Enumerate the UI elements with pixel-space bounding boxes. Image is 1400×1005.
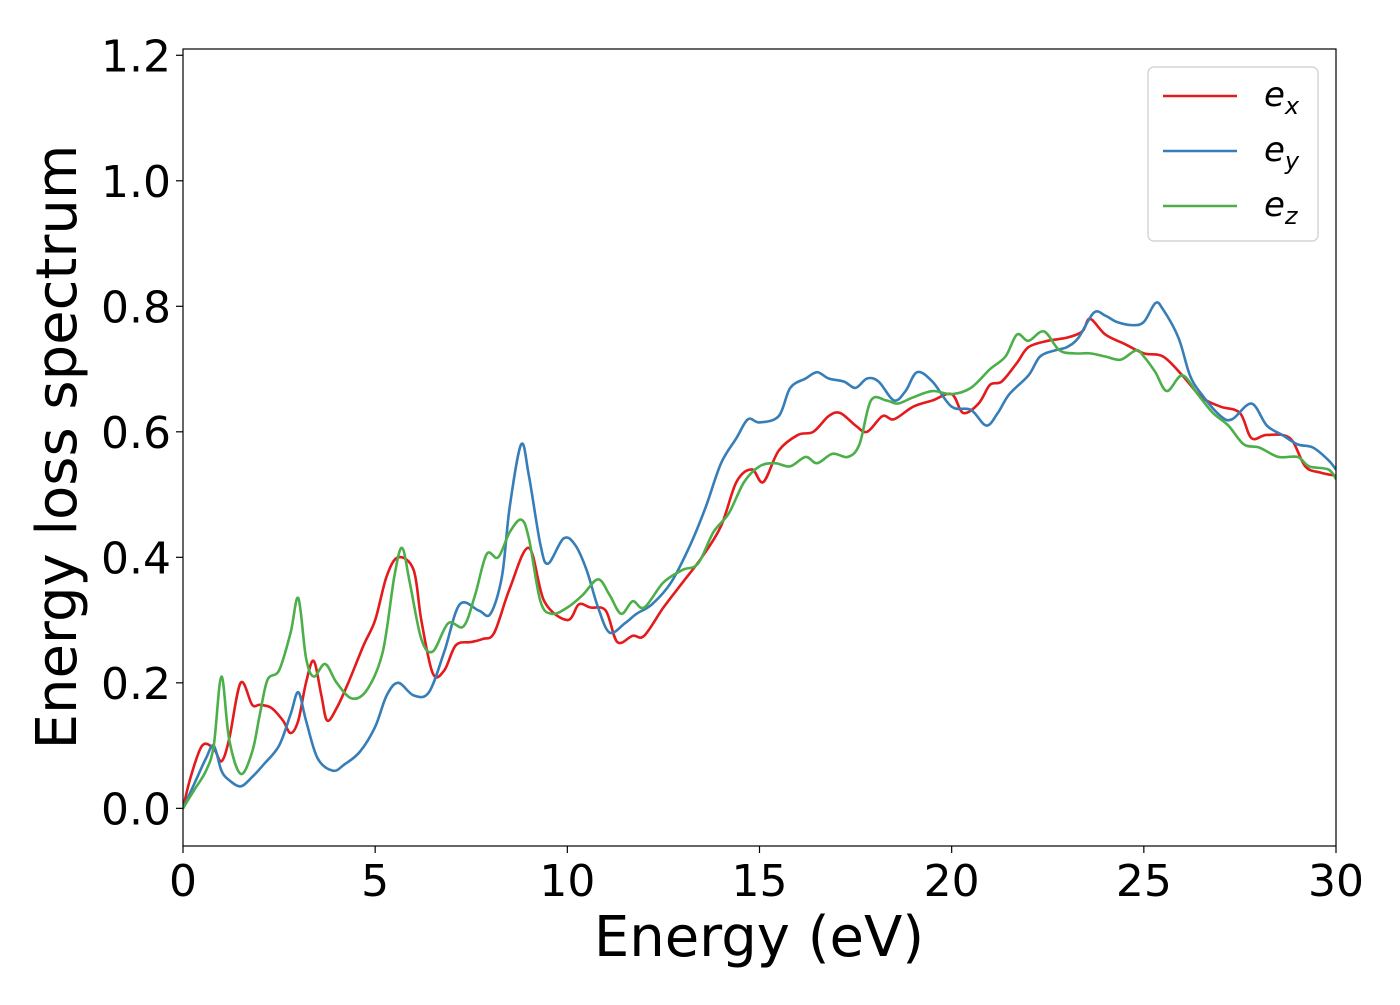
series-line-x bbox=[183, 317, 1336, 810]
y-axis: 0.0 0.2 0.4 0.6 0.8 1.0 1.2 bbox=[101, 31, 183, 835]
plot-background bbox=[183, 49, 1336, 846]
series-line-z bbox=[183, 330, 1336, 810]
x-tick-label: 25 bbox=[1116, 856, 1172, 907]
legend-label-y: ey bbox=[1264, 130, 1300, 175]
x-tick-label: 0 bbox=[169, 856, 197, 907]
y-tick-label: 0.8 bbox=[101, 282, 171, 333]
x-axis: 0 5 10 15 20 25 30 bbox=[169, 846, 1364, 907]
x-tick-label: 10 bbox=[539, 856, 595, 907]
x-tick-label: 30 bbox=[1308, 856, 1364, 907]
legend: ex ey ez bbox=[1147, 66, 1319, 242]
y-tick-label: 1.0 bbox=[101, 157, 171, 208]
series-line-y bbox=[183, 301, 1336, 810]
y-tick-label: 0.4 bbox=[101, 533, 171, 584]
x-tick-label: 5 bbox=[361, 856, 389, 907]
legend-box bbox=[1147, 66, 1319, 242]
y-tick-label: 0.6 bbox=[101, 408, 171, 459]
y-tick-label: 0.2 bbox=[101, 659, 171, 710]
y-tick-label: 0.0 bbox=[101, 784, 171, 835]
x-tick-label: 20 bbox=[924, 856, 980, 907]
y-axis-label: Energy loss spectrum bbox=[25, 145, 90, 750]
legend-label-z: ez bbox=[1264, 185, 1299, 230]
y-tick-label: 1.2 bbox=[101, 31, 171, 82]
x-axis-label: Energy (eV) bbox=[594, 905, 924, 970]
x-tick-label: 15 bbox=[732, 856, 788, 907]
series-layer bbox=[183, 301, 1336, 810]
legend-label-x: ex bbox=[1264, 75, 1300, 120]
